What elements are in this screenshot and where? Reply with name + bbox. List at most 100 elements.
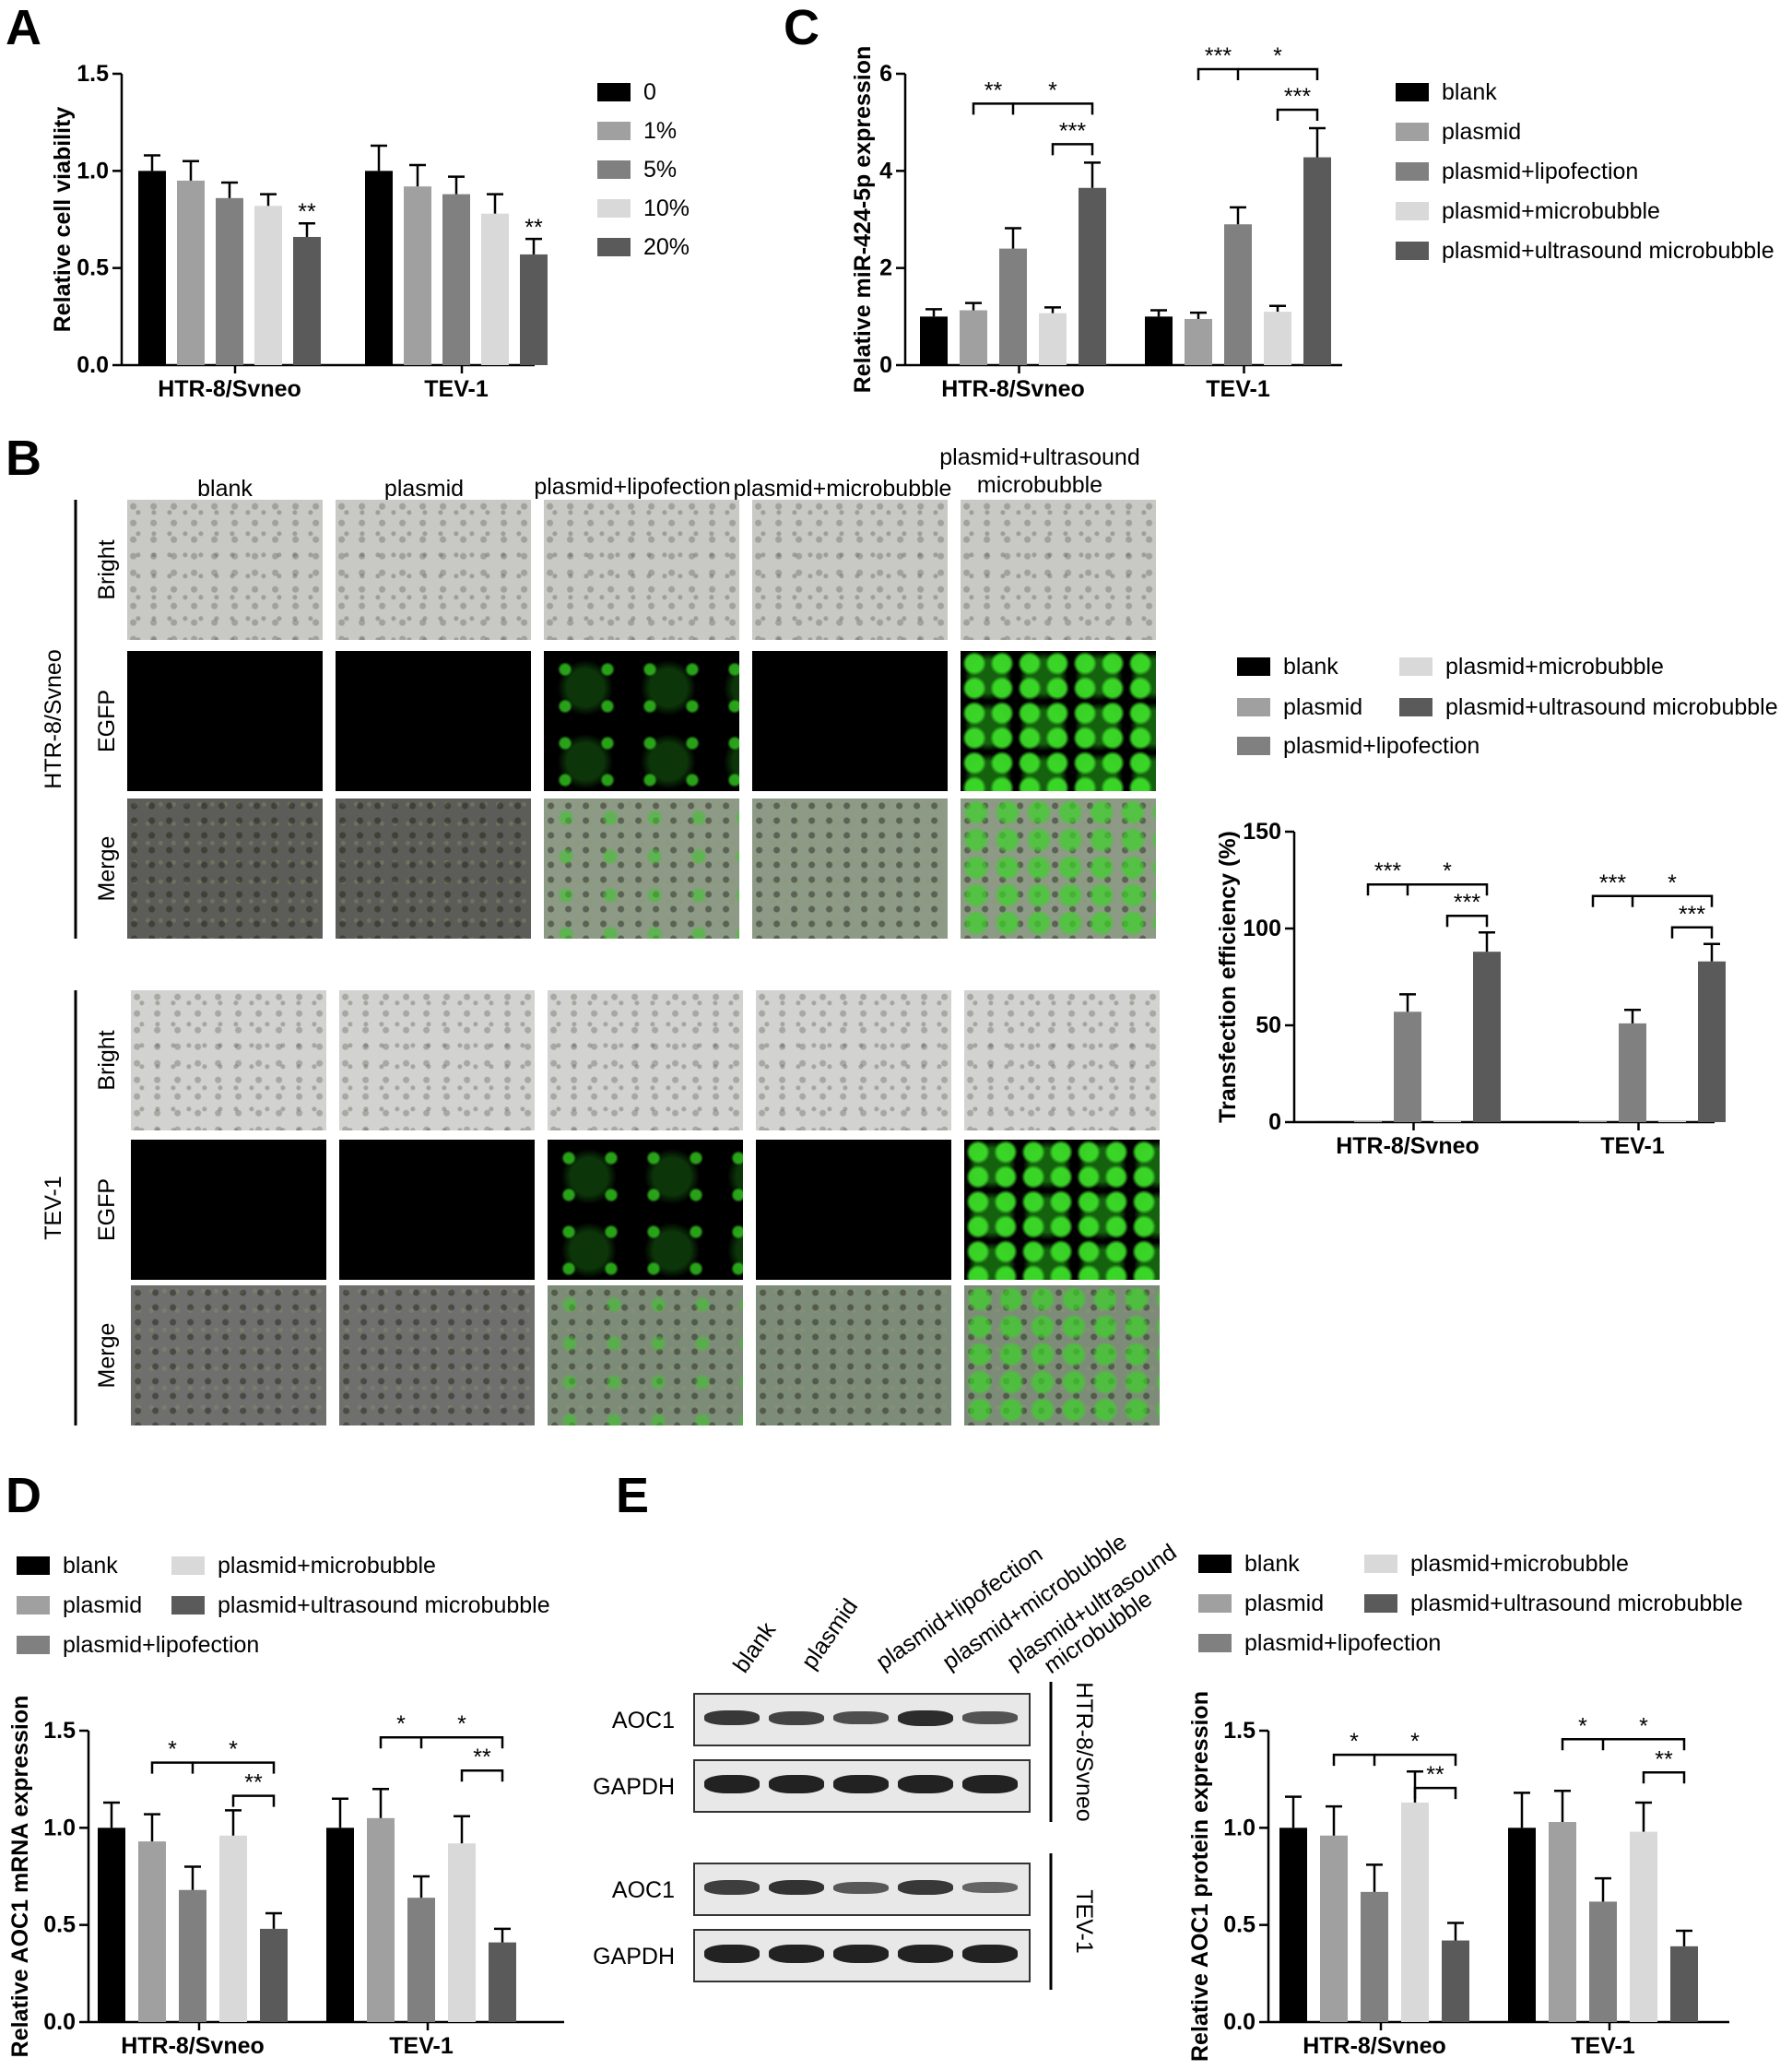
chart-aoc1-mrna: 0.0 0.5 1.0 1.5 Relative AOC1 mRNA expressio… <box>7 1553 564 2059</box>
bar <box>1508 1828 1536 2022</box>
row-label: Bright <box>94 539 120 599</box>
bar <box>920 316 948 365</box>
micrograph-egfp <box>964 1140 1160 1280</box>
bar <box>216 197 243 365</box>
bar <box>1579 1120 1607 1122</box>
y-tick-label: 0 <box>879 352 892 378</box>
bar <box>138 171 166 365</box>
row-label: EGFP <box>94 1178 120 1241</box>
y-tick-label: 1.0 <box>1223 1815 1256 1840</box>
bar <box>367 1817 395 2022</box>
micrograph-bright <box>961 500 1156 640</box>
bar <box>1630 1831 1657 2022</box>
blot-band <box>962 1882 1018 1893</box>
legend-swatch <box>17 1636 50 1654</box>
y-tick-label: 1.5 <box>43 1718 76 1744</box>
micrograph-merge <box>339 1285 535 1425</box>
y-axis-label: Relative miR-424-5p expression <box>850 46 876 394</box>
y-tick-label: 1.5 <box>1223 1718 1256 1744</box>
legend-swatch <box>597 199 631 218</box>
group-label: TEV-1 <box>41 1176 66 1239</box>
legend-label: plasmid+ultrasound microbubble <box>218 1592 550 1618</box>
y-tick-label: 100 <box>1243 916 1281 941</box>
legend-swatch <box>1399 698 1432 716</box>
blot-band <box>962 1945 1018 1963</box>
bar <box>98 1828 125 2022</box>
legend-label: plasmid+microbubble <box>1442 198 1660 224</box>
chart-aoc1-protein: 0.0 0.5 1.0 1.5 Relative AOC1 protein expres… <box>1187 1551 1743 2062</box>
legend-swatch <box>1399 657 1432 676</box>
micrograph-bright <box>964 990 1160 1130</box>
sig-bracket <box>1413 1786 1457 1800</box>
micrograph-merge <box>752 798 948 939</box>
legend-label: plasmid+ultrasound microbubble <box>1410 1591 1743 1616</box>
legend-swatch <box>171 1556 205 1575</box>
blot-band <box>704 1880 760 1895</box>
bar <box>260 1928 288 2022</box>
micrograph-bright <box>752 500 948 640</box>
bar <box>254 206 282 365</box>
sig-bracket <box>1366 882 1409 896</box>
blot-band <box>769 1710 824 1725</box>
bar <box>481 213 509 365</box>
sig-bracket <box>1374 1753 1457 1767</box>
legend-swatch <box>1396 162 1429 181</box>
sig-bracket <box>460 1768 504 1782</box>
sig-bracket <box>379 1735 423 1749</box>
blot-strip-aoc1 <box>693 1693 1031 1746</box>
sig-star: ** <box>1426 1762 1444 1788</box>
legend-label: plasmid <box>1442 119 1521 145</box>
y-tick-label: 0.0 <box>1223 2009 1256 2035</box>
x-tick-label: HTR-8/Svneo <box>941 376 1085 402</box>
sig-bracket <box>1013 102 1094 115</box>
blot-band <box>704 1945 760 1963</box>
sig-star: * <box>1668 870 1677 896</box>
panel-letter-a: A <box>6 0 41 55</box>
bar <box>1264 312 1291 365</box>
panel-letter-d: D <box>6 1468 41 1523</box>
micrograph-merge <box>548 1285 743 1425</box>
micrograph-egfp <box>544 651 739 791</box>
sig-star: ** <box>525 215 543 241</box>
legend-swatch <box>1237 698 1270 716</box>
sig-bracket <box>421 1735 504 1749</box>
bar <box>1539 1120 1567 1122</box>
y-tick-label: 0.0 <box>77 352 109 378</box>
bar <box>365 171 393 365</box>
sig-bracket <box>1591 894 1634 907</box>
bar <box>1303 157 1331 365</box>
sig-star: * <box>1443 858 1452 884</box>
micrograph-bright <box>548 990 743 1130</box>
sig-star: *** <box>1599 870 1626 896</box>
bar <box>1279 1828 1307 2022</box>
y-tick-label: 0.5 <box>43 1912 76 1938</box>
micrograph-merge <box>544 798 739 939</box>
legend-swatch <box>1396 83 1429 101</box>
column-header: plasmid+microbubble <box>734 476 952 502</box>
sig-bracket <box>1642 1771 1686 1784</box>
bar <box>138 1841 166 2022</box>
blot-strip-gapdh <box>693 1929 1031 1982</box>
legend-label: plasmid+lipofection <box>1244 1630 1441 1656</box>
sig-star: ** <box>1655 1746 1673 1772</box>
sig-star: * <box>1048 77 1057 103</box>
y-axis-label: Relative AOC1 protein expression <box>1187 1691 1213 2062</box>
sig-star: * <box>1410 1729 1420 1755</box>
lane-label: plasmid <box>796 1594 863 1674</box>
legend-swatch <box>1198 1594 1232 1613</box>
sig-bracket <box>150 1761 195 1774</box>
sig-star: * <box>1273 43 1282 69</box>
micrograph-egfp <box>961 651 1156 791</box>
y-tick-label: 1.0 <box>77 158 109 183</box>
y-tick-label: 0.5 <box>1223 1912 1256 1938</box>
x-tick-label: HTR-8/Svneo <box>1303 2033 1446 2059</box>
sig-star: ** <box>244 1770 263 1796</box>
y-tick-label: 4 <box>879 158 892 183</box>
x-tick-label: TEV-1 <box>1600 1133 1665 1159</box>
bar <box>1433 1120 1461 1122</box>
blot-band <box>704 1775 760 1793</box>
blot-strip-aoc1 <box>693 1863 1031 1916</box>
